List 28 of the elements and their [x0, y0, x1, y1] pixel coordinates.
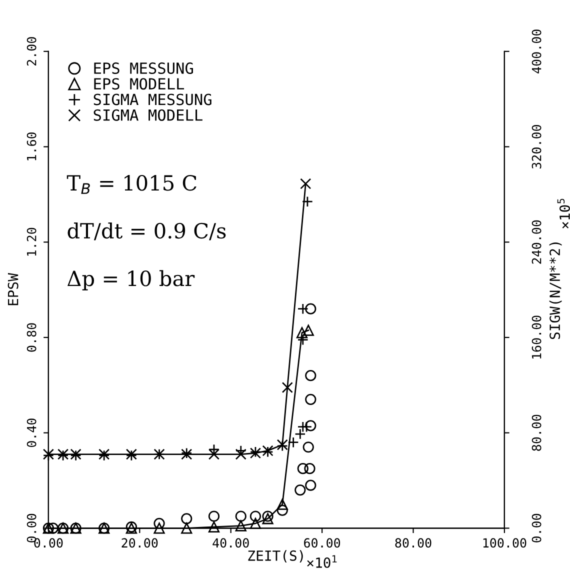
- y-tick-label: 0.80: [26, 323, 36, 352]
- y-tick-label: 1.60: [26, 132, 36, 160]
- y2-tick-label: 80.00: [532, 414, 542, 451]
- text: ×10$^{1}$: [307, 555, 337, 568]
- x-tick-label: 80.00: [395, 538, 432, 548]
- x-tick-label: 40.00: [212, 538, 249, 548]
- y-tick-label: 1.20: [26, 228, 36, 256]
- annotation: dT/dt = 0.9 C/s: [68, 222, 226, 240]
- y2-tick-label: 240.00: [532, 220, 542, 264]
- annotation: Δp = 10 bar: [67, 270, 195, 290]
- legend-label: EPS MESSUNG: [94, 62, 193, 74]
- y-tick-label: 0.40: [26, 418, 36, 448]
- legend-label: EPS MODELL: [94, 78, 184, 90]
- x-tick-label: 20.00: [122, 538, 158, 548]
- y-tick-label: 2.00: [26, 37, 36, 66]
- y2-axis-title: SIGW(N/M**2): [549, 242, 562, 340]
- x-tick-label: 0.00: [34, 538, 63, 548]
- x-tick-label: 60.00: [304, 538, 340, 548]
- y2-tick-label: 320.00: [532, 124, 542, 168]
- y-axis-title: EPSW: [8, 273, 18, 306]
- legend-label: SIGMA MESSUNG: [94, 94, 212, 106]
- y2-tick-label: 400.00: [532, 30, 542, 74]
- y2-tick-label: 160.00: [532, 316, 542, 359]
- text: ×10$^{5}$: [557, 198, 570, 228]
- x-axis-title: ZEIT(S): [248, 550, 303, 563]
- x-tick-label: 100.00: [483, 538, 526, 548]
- annotation: T$_{B}$ = 1015 C: [66, 175, 196, 194]
- legend-label: SIGMA MODELL: [94, 109, 202, 121]
